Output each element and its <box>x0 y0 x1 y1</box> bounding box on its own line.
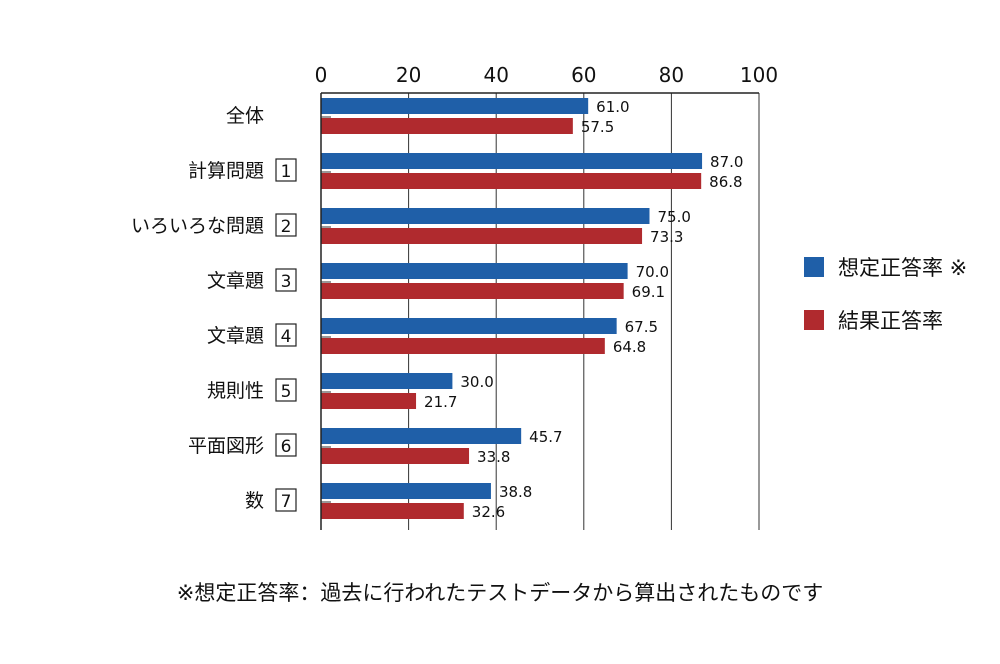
legend-label-1: 結果正答率 <box>838 309 943 333</box>
bar-s0-c7 <box>321 483 491 499</box>
category-label-6: 平面図形 <box>188 435 264 457</box>
bar-s1-c5 <box>321 393 417 409</box>
category-number-box-6 <box>275 433 297 457</box>
legend: 想定正答率 ※ 結果正答率 <box>804 256 967 333</box>
data-label-s1-c5: 21.7 <box>424 393 457 411</box>
category-number-box-1 <box>275 158 297 182</box>
data-label-s1-c0: 57.5 <box>581 118 614 136</box>
data-label-s0-c3: 70.0 <box>636 263 669 281</box>
category-number-box-5 <box>275 378 297 402</box>
category-label-5: 規則性 <box>207 380 264 402</box>
bar-s0-c0 <box>321 98 589 114</box>
bar-layer <box>321 98 703 519</box>
category-number-3: 3 <box>281 272 292 292</box>
category-label-0: 全体 <box>226 105 264 127</box>
x-tick-label-0: 0 <box>315 63 328 87</box>
category-label-4: 文章題 <box>207 325 264 347</box>
category-number-box-7 <box>275 488 297 512</box>
bar-s1-c7 <box>321 503 464 519</box>
data-label-s1-c2: 73.3 <box>650 228 683 246</box>
bar-s1-c1 <box>321 173 702 189</box>
data-label-s0-c5: 30.0 <box>460 373 493 391</box>
category-label-3: 文章題 <box>207 270 264 292</box>
bar-s1-c0 <box>321 118 573 134</box>
category-label-7: 数 <box>245 490 264 512</box>
category-number-4: 4 <box>281 327 292 347</box>
category-number-2: 2 <box>281 217 292 237</box>
data-label-s0-c6: 45.7 <box>529 428 562 446</box>
x-tick-label-100: 100 <box>740 63 778 87</box>
category-number-5: 5 <box>281 382 292 402</box>
category-number-box-4 <box>275 323 297 347</box>
data-label-s0-c0: 61.0 <box>596 98 629 116</box>
bar-s0-c4 <box>321 318 617 334</box>
bar-s1-c4 <box>321 338 605 354</box>
bar-s0-c1 <box>321 153 703 169</box>
bar-s0-c6 <box>321 428 522 444</box>
data-label-s0-c4: 67.5 <box>625 318 658 336</box>
category-label-1: 計算問題 <box>188 160 264 182</box>
x-tick-label-20: 20 <box>396 63 421 87</box>
data-label-s0-c1: 87.0 <box>710 153 743 171</box>
category-number-7: 7 <box>281 492 292 512</box>
legend-swatch-1 <box>804 310 824 330</box>
category-number-1: 1 <box>281 162 292 182</box>
label-layer: 61.0 57.5 全体 87.0 86.8 計算問題 1 75.0 73.3 いろいろな問題 2 7… <box>131 98 743 521</box>
data-label-s1-c7: 32.6 <box>472 503 505 521</box>
data-label-s1-c1: 86.8 <box>709 173 742 191</box>
category-number-box-2 <box>275 213 297 237</box>
data-label-s1-c6: 33.8 <box>477 448 510 466</box>
legend-label-0: 想定正答率 ※ <box>838 256 967 280</box>
bar-s0-c2 <box>321 208 650 224</box>
bar-s1-c2 <box>321 228 643 244</box>
data-label-s1-c3: 69.1 <box>632 283 665 301</box>
category-number-6: 6 <box>281 437 292 457</box>
axis-layer: 0 20 40 60 80 100 <box>315 63 778 530</box>
bar-s0-c5 <box>321 373 453 389</box>
bar-s1-c3 <box>321 283 624 299</box>
legend-swatch-0 <box>804 257 824 277</box>
bar-s0-c3 <box>321 263 628 279</box>
footnote: ※想定正答率：過去に行われたテストデータから算出されたものです <box>177 581 824 605</box>
data-label-s0-c2: 75.0 <box>658 208 691 226</box>
data-label-s1-c4: 64.8 <box>613 338 646 356</box>
x-tick-label-60: 60 <box>571 63 596 87</box>
x-tick-label-40: 40 <box>483 63 508 87</box>
x-tick-label-80: 80 <box>659 63 684 87</box>
bar-s1-c6 <box>321 448 470 464</box>
category-number-box-3 <box>275 268 297 292</box>
data-label-s0-c7: 38.8 <box>499 483 532 501</box>
category-label-2: いろいろな問題 <box>131 215 264 237</box>
